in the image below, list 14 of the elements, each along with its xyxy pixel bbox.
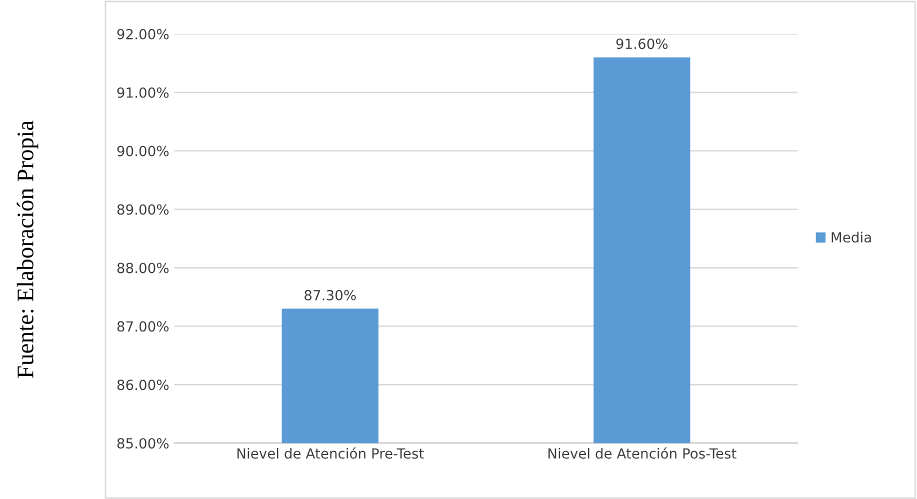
data-label: 87.30% xyxy=(304,290,356,300)
y-tick-label: 91.00% xyxy=(117,87,169,98)
x-tick-label: Nievel de Atención Pre-Test xyxy=(237,447,424,459)
y-tick-label: 90.00% xyxy=(117,146,169,156)
legend-label: Media xyxy=(832,232,871,243)
y-tick-label: 89.00% xyxy=(117,204,169,215)
source-note: Fuente: Elaboración Propia xyxy=(16,120,38,378)
y-tick-label: 87.00% xyxy=(117,321,169,332)
y-tick-label: 86.00% xyxy=(117,380,169,390)
data-label: 91.60% xyxy=(616,38,668,50)
y-tick-label: 92.00% xyxy=(117,28,169,40)
x-tick-label: Nievel de Atención Pos-Test xyxy=(548,447,736,459)
y-tick-label: 88.00% xyxy=(117,262,169,274)
y-tick-label: 85.00% xyxy=(117,438,169,449)
